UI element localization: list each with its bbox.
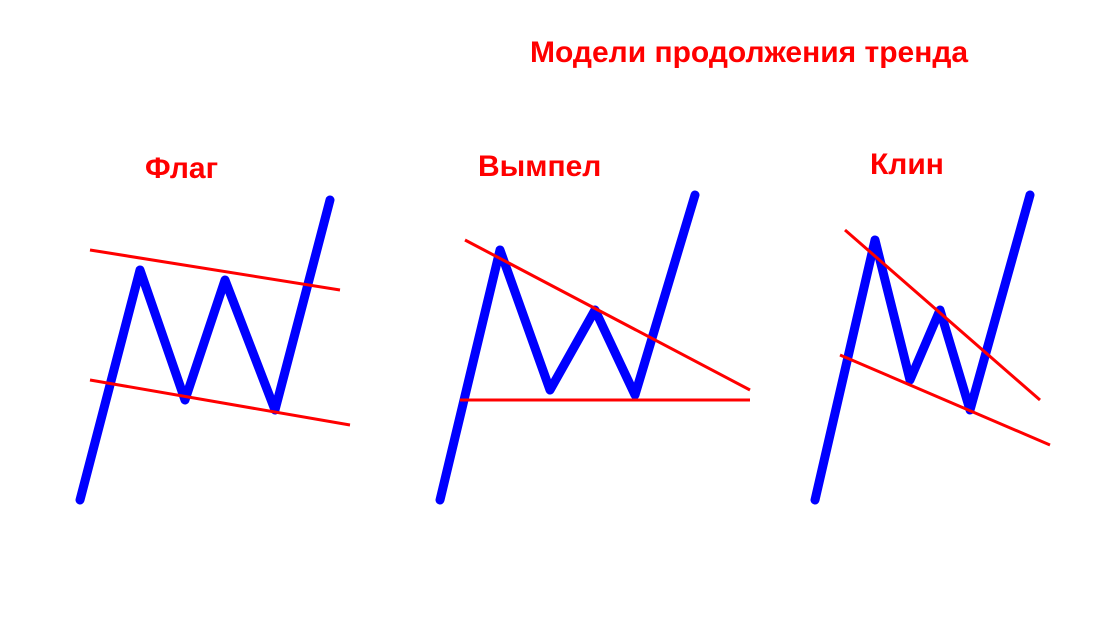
pattern-label-wedge: Клин xyxy=(870,148,944,182)
pattern-label-pennant: Вымпел xyxy=(478,150,601,184)
lower-trend-line-wedge xyxy=(840,355,1050,445)
pattern-label-flag: Флаг xyxy=(145,152,218,186)
price-line-flag xyxy=(80,200,330,500)
lower-trend-line-flag xyxy=(90,380,350,425)
price-line-wedge xyxy=(815,195,1030,500)
upper-trend-line-flag xyxy=(90,250,340,290)
upper-trend-line-pennant xyxy=(465,240,750,390)
pattern-diagram-pennant xyxy=(400,210,760,510)
price-line-pennant xyxy=(440,195,695,500)
pattern-diagram-wedge xyxy=(780,210,1080,510)
pattern-diagram-flag xyxy=(40,210,360,510)
page-title: Модели продолжения тренда xyxy=(530,36,968,70)
